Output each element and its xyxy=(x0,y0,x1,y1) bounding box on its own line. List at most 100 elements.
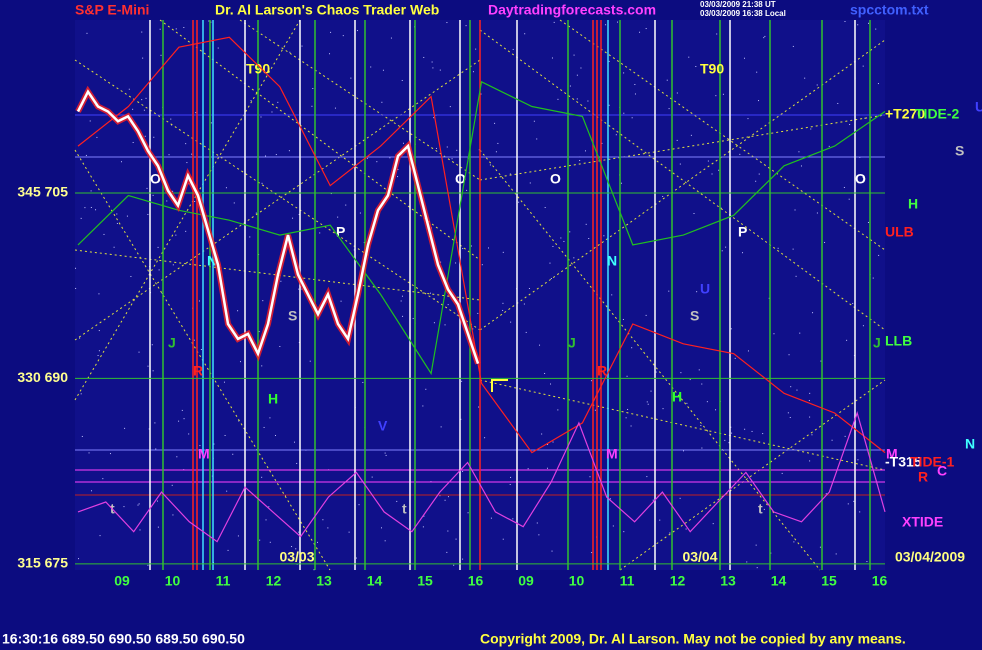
star xyxy=(95,209,97,211)
star xyxy=(843,186,845,188)
star xyxy=(810,128,812,130)
annotation: O xyxy=(455,171,466,187)
star xyxy=(809,392,811,394)
star xyxy=(731,432,733,434)
star xyxy=(366,157,368,159)
trend-line xyxy=(559,19,886,251)
x-tick-label: 11 xyxy=(620,573,635,589)
star xyxy=(288,150,290,152)
star xyxy=(132,141,134,143)
annotation: N xyxy=(607,253,617,269)
star xyxy=(153,136,155,138)
file: spcctom.txt xyxy=(850,2,929,18)
star xyxy=(494,122,496,124)
annotation: XTIDE xyxy=(902,514,943,530)
x-tick-label: 10 xyxy=(569,573,585,589)
star xyxy=(309,360,311,362)
star xyxy=(706,401,708,403)
star xyxy=(472,71,474,73)
star xyxy=(647,403,649,405)
trend-line xyxy=(74,59,481,331)
star xyxy=(384,540,386,542)
star xyxy=(183,418,185,420)
star xyxy=(358,504,360,506)
star xyxy=(227,549,229,551)
star xyxy=(449,106,451,108)
star xyxy=(811,434,813,436)
star xyxy=(296,462,298,464)
star xyxy=(132,108,134,110)
star xyxy=(422,526,424,528)
star xyxy=(808,399,810,401)
star xyxy=(146,187,148,189)
star xyxy=(151,344,153,346)
star xyxy=(155,448,157,450)
star xyxy=(159,28,161,30)
annotation: H xyxy=(672,389,682,405)
star xyxy=(770,552,772,554)
star xyxy=(630,425,632,427)
star xyxy=(693,213,695,215)
star xyxy=(560,237,562,239)
star xyxy=(455,180,457,182)
star xyxy=(423,56,425,58)
series-line xyxy=(76,89,480,364)
star xyxy=(529,182,531,184)
star xyxy=(484,437,486,439)
star xyxy=(587,100,589,102)
star xyxy=(280,280,282,282)
star xyxy=(792,248,794,250)
star xyxy=(340,300,342,302)
star xyxy=(396,500,398,502)
annotation: T90 xyxy=(700,61,724,77)
annotation: t xyxy=(758,501,763,517)
star xyxy=(79,337,81,339)
star xyxy=(573,54,575,56)
star xyxy=(695,65,697,67)
star xyxy=(342,35,344,37)
star xyxy=(348,531,350,533)
annotation: ULB xyxy=(885,224,914,240)
star xyxy=(585,223,587,225)
star xyxy=(330,193,332,195)
star xyxy=(371,476,373,478)
star xyxy=(509,173,511,175)
star xyxy=(322,519,324,521)
star xyxy=(837,102,839,104)
star xyxy=(620,182,622,184)
x-tick-label: 10 xyxy=(165,573,181,589)
annotation: H xyxy=(908,196,918,212)
star xyxy=(462,248,464,250)
star xyxy=(857,459,859,461)
star xyxy=(185,230,187,232)
star xyxy=(525,331,527,333)
star xyxy=(809,460,811,462)
star xyxy=(591,552,593,554)
star xyxy=(291,546,293,548)
star xyxy=(718,169,720,171)
star xyxy=(172,190,174,192)
star xyxy=(446,146,448,148)
star xyxy=(878,254,880,256)
star xyxy=(553,21,555,23)
star xyxy=(551,550,553,552)
star xyxy=(250,100,252,102)
star xyxy=(669,532,671,534)
star xyxy=(489,164,491,166)
y-tick-label: 345 705 xyxy=(17,184,68,200)
star xyxy=(75,267,77,269)
annotation: TIDE-2 xyxy=(915,106,960,122)
star xyxy=(402,315,404,317)
x-tick-label: 14 xyxy=(367,573,383,589)
star xyxy=(655,371,657,373)
star xyxy=(502,302,504,304)
star xyxy=(98,350,100,352)
star xyxy=(141,31,143,33)
star xyxy=(128,88,130,90)
star xyxy=(721,250,723,252)
star xyxy=(137,504,139,506)
star xyxy=(345,204,347,206)
star xyxy=(172,264,174,266)
star xyxy=(470,245,472,247)
star xyxy=(480,93,482,95)
